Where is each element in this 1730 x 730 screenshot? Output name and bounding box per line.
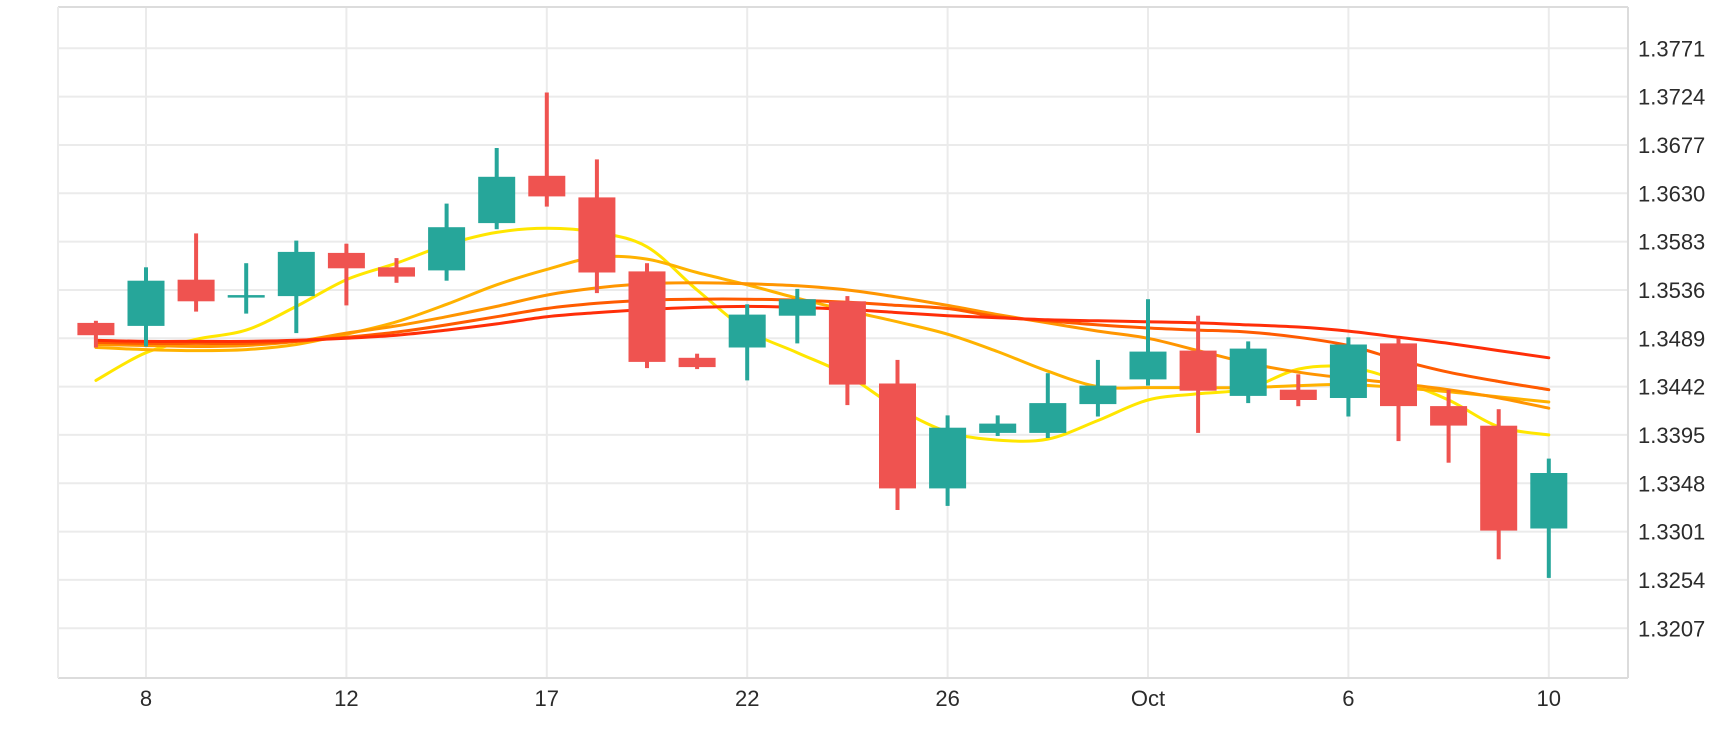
- candle-2-wick: [194, 233, 199, 312]
- x-axis-label: 6: [1342, 686, 1354, 711]
- x-axis-label: 17: [535, 686, 559, 711]
- candle-8[interactable]: [478, 148, 516, 230]
- candle-18[interactable]: [979, 415, 1017, 436]
- candle-3-body: [227, 295, 265, 298]
- moving-average-layer: [94, 226, 1551, 443]
- candle-28[interactable]: [1480, 409, 1518, 560]
- candle-28-body: [1480, 425, 1518, 531]
- candle-13[interactable]: [728, 304, 766, 381]
- candle-5-body: [327, 252, 365, 269]
- candle-layer: [77, 92, 1568, 578]
- candle-15-body: [828, 301, 866, 385]
- y-axis-label: 1.3207: [1638, 616, 1705, 641]
- candle-11-body: [628, 271, 666, 362]
- candle-29[interactable]: [1530, 458, 1568, 578]
- y-axis-label: 1.3254: [1638, 568, 1705, 593]
- candle-19-body: [1029, 403, 1067, 433]
- axis-layer: 1.3771 1.3724 1.3677 1.3630 1.3583 1.3536 1.34…: [140, 36, 1705, 711]
- candle-7[interactable]: [428, 203, 466, 281]
- candle-20-body: [1079, 385, 1117, 405]
- candle-27[interactable]: [1430, 389, 1468, 463]
- candle-19[interactable]: [1029, 373, 1067, 438]
- y-axis-label: 1.3348: [1638, 471, 1705, 496]
- candle-6[interactable]: [378, 258, 415, 283]
- candle-23[interactable]: [1229, 341, 1267, 404]
- candle-24[interactable]: [1279, 374, 1317, 407]
- y-axis-label: 1.3583: [1638, 230, 1705, 255]
- candle-16-body: [879, 383, 916, 489]
- candle-14-wick: [795, 288, 800, 344]
- candle-25-body: [1329, 344, 1367, 398]
- candle-24-body: [1279, 389, 1317, 400]
- candle-7-body: [428, 227, 466, 271]
- candle-26[interactable]: [1380, 338, 1417, 442]
- x-axis-label: 26: [935, 686, 959, 711]
- y-axis-label: 1.3724: [1638, 85, 1705, 110]
- y-axis-label: 1.3771: [1638, 36, 1705, 61]
- ma-red-slowest-line: [94, 304, 1551, 360]
- candle-12-body: [678, 357, 716, 368]
- y-axis-label: 1.3489: [1638, 326, 1705, 351]
- y-axis-label: 1.3630: [1638, 181, 1705, 206]
- candle-25[interactable]: [1329, 337, 1367, 417]
- candle-20[interactable]: [1079, 359, 1117, 417]
- x-axis-label: 8: [140, 686, 152, 711]
- candle-10-body: [578, 197, 616, 273]
- candle-14-body: [778, 299, 816, 316]
- x-axis-label: Oct: [1131, 686, 1165, 711]
- candle-17[interactable]: [929, 415, 967, 506]
- candle-16[interactable]: [879, 359, 916, 510]
- candle-1-body: [127, 280, 165, 326]
- candle-18-body: [979, 423, 1017, 433]
- candle-29-body: [1530, 473, 1568, 529]
- candle-1[interactable]: [127, 267, 165, 347]
- candle-15[interactable]: [828, 296, 866, 406]
- candle-21-wick: [1146, 299, 1150, 386]
- candle-4[interactable]: [277, 240, 315, 334]
- y-axis-label: 1.3301: [1638, 520, 1705, 545]
- candle-21-body: [1129, 351, 1167, 380]
- ma-yellow-fastest-line: [94, 226, 1551, 443]
- y-axis-label: 1.3395: [1638, 423, 1705, 448]
- candle-3-wick: [244, 263, 249, 314]
- y-axis-label: 1.3536: [1638, 278, 1705, 303]
- candle-9[interactable]: [528, 92, 566, 207]
- candle-22[interactable]: [1179, 315, 1217, 433]
- candle-17-body: [929, 427, 967, 489]
- candle-0-body: [77, 322, 115, 336]
- candle-5[interactable]: [327, 243, 365, 306]
- candle-13-body: [728, 314, 766, 348]
- x-axis-label: 12: [334, 686, 358, 711]
- candle-27-wick: [1446, 389, 1451, 463]
- candle-23-body: [1229, 348, 1267, 396]
- candle-8-body: [478, 176, 516, 224]
- candle-2[interactable]: [177, 233, 215, 312]
- candle-21[interactable]: [1129, 299, 1167, 386]
- y-axis-label: 1.3442: [1638, 375, 1705, 400]
- candle-22-body: [1179, 350, 1217, 391]
- candle-2-body: [177, 279, 215, 302]
- candle-26-body: [1380, 343, 1417, 407]
- candle-9-wick: [544, 92, 549, 207]
- ma-orange-line: [94, 281, 1551, 410]
- candle-9-body: [528, 175, 566, 197]
- candle-5-wick: [344, 243, 349, 306]
- x-axis-label: 10: [1537, 686, 1561, 711]
- candle-27-body: [1430, 406, 1468, 426]
- y-axis-label: 1.3677: [1638, 133, 1705, 158]
- candle-10[interactable]: [578, 159, 616, 294]
- candle-3[interactable]: [227, 263, 265, 314]
- candle-12[interactable]: [678, 353, 716, 370]
- candle-0[interactable]: [77, 320, 115, 348]
- candle-4-body: [277, 251, 315, 297]
- candle-11[interactable]: [628, 263, 666, 369]
- candle-14[interactable]: [778, 288, 816, 344]
- candle-6-body: [378, 267, 415, 277]
- x-axis-label: 22: [735, 686, 759, 711]
